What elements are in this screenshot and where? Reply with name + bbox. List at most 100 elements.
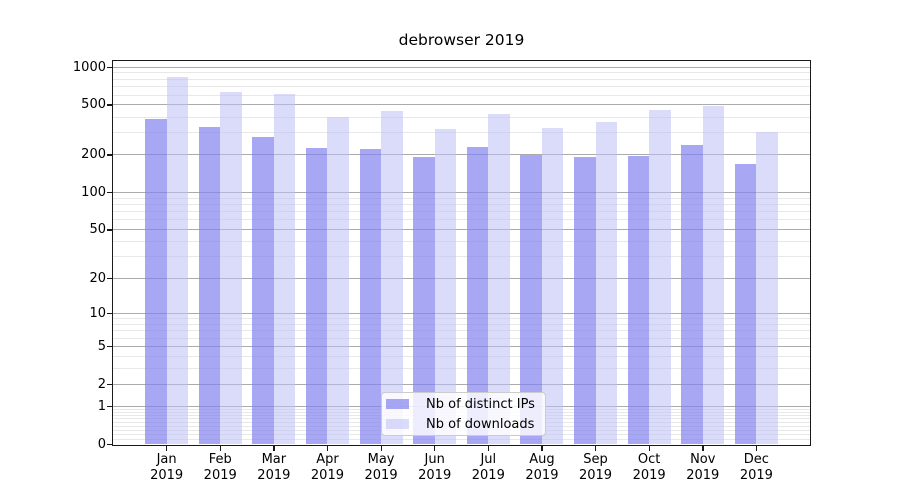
bar-distinct-ips-apr: [306, 147, 328, 445]
legend-swatch-distinct-ips: [386, 399, 409, 409]
gridline-minor: [113, 78, 810, 80]
gridline-major: [113, 346, 810, 348]
bar-downloads-feb: [220, 92, 242, 445]
plot-area: [112, 59, 811, 446]
gridline-minor: [113, 132, 810, 134]
x-tick: [487, 445, 490, 451]
bar-downloads-apr: [327, 117, 349, 445]
bar-distinct-ips-jun: [413, 157, 435, 445]
bar-distinct-ips-may: [359, 149, 382, 445]
y-tick: [107, 66, 112, 68]
gridline-major: [113, 191, 810, 193]
gridline-minor: [113, 241, 810, 243]
y-tick-label: 1000: [72, 59, 106, 75]
gridline-minor: [113, 368, 810, 370]
y-tick: [107, 104, 112, 106]
x-tick: [380, 445, 382, 451]
bar-distinct-ips-aug: [520, 155, 542, 445]
x-tick: [326, 445, 329, 451]
bar-distinct-ips-oct: [627, 156, 650, 445]
legend: Nb of distinct IPs Nb of downloads: [381, 392, 546, 436]
y-tick: [107, 229, 112, 231]
x-tick-label: Dec 2019: [739, 452, 773, 483]
gridline-minor: [113, 203, 810, 205]
x-tick: [648, 445, 650, 451]
bar-distinct-ips-sep: [574, 156, 596, 445]
y-tick: [107, 406, 112, 408]
x-tick-label: May 2019: [364, 452, 398, 483]
bar-distinct-ips-jan: [145, 118, 167, 445]
y-tick: [107, 154, 112, 156]
x-tick-label: Sep 2019: [578, 452, 613, 483]
bar-distinct-ips-mar: [252, 136, 274, 445]
legend-item-distinct-ips: Nb of distinct IPs: [386, 395, 545, 413]
gridline-minor: [113, 94, 810, 96]
bar-downloads-dec: [756, 132, 778, 445]
y-tick-label: 1: [97, 399, 106, 415]
bar-distinct-ips-nov: [681, 144, 703, 445]
gridline-major: [113, 104, 810, 106]
legend-label-downloads: Nb of downloads: [426, 416, 535, 432]
x-tick: [166, 445, 168, 451]
gridline-minor: [113, 356, 810, 358]
gridline-major: [113, 229, 810, 231]
x-tick: [434, 445, 436, 451]
gridline-minor: [113, 438, 810, 440]
bar-downloads-jan: [166, 77, 189, 445]
y-tick: [107, 191, 112, 194]
legend-swatch-downloads: [386, 419, 409, 429]
gridline-minor: [113, 211, 810, 213]
x-tick-label: Oct 2019: [632, 452, 666, 483]
x-tick-label: Aug 2019: [525, 452, 559, 483]
chart-title: debrowser 2019: [398, 31, 525, 49]
x-tick-label: Jan 2019: [150, 452, 184, 483]
gridline-minor: [113, 318, 810, 320]
y-tick-label: 200: [81, 147, 106, 163]
x-tick-label: Feb 2019: [203, 452, 237, 483]
x-tick-label: Nov 2019: [686, 452, 720, 483]
bar-distinct-ips-jul: [466, 146, 489, 445]
gridline-major: [113, 277, 810, 279]
y-tick-label: 500: [81, 97, 106, 113]
y-tick: [107, 444, 112, 446]
y-tick: [107, 346, 112, 348]
gridline-minor: [113, 197, 810, 199]
bar-downloads-may: [381, 110, 403, 445]
y-tick-label: 5: [97, 339, 106, 355]
legend-label-distinct-ips: Nb of distinct IPs: [426, 396, 535, 412]
bar-distinct-ips-dec: [734, 164, 757, 445]
gridline-minor: [113, 72, 810, 74]
bar-downloads-sep: [595, 122, 617, 445]
bar-downloads-jun: [434, 129, 457, 445]
x-tick: [219, 445, 222, 451]
y-tick-label: 50: [89, 222, 106, 238]
gridline-major: [113, 313, 810, 315]
gridline-minor: [113, 86, 810, 88]
gridline-minor: [113, 323, 810, 325]
y-tick-label: 20: [89, 270, 106, 286]
x-tick-label: Mar 2019: [257, 452, 291, 483]
x-tick-label: Jul 2019: [471, 452, 505, 483]
x-tick: [273, 445, 275, 451]
bar-downloads-mar: [273, 93, 296, 445]
gridline-minor: [113, 219, 810, 221]
legend-item-downloads: Nb of downloads: [386, 415, 545, 433]
gridline-minor: [113, 330, 810, 332]
bar-downloads-aug: [541, 128, 564, 445]
x-tick-label: Jun 2019: [418, 452, 452, 483]
y-tick-label: 10: [89, 306, 106, 322]
x-tick: [755, 445, 758, 451]
y-tick-label: 2: [97, 376, 106, 392]
x-tick: [541, 445, 543, 451]
gridline-minor: [113, 116, 810, 118]
bar-downloads-jul: [488, 114, 510, 445]
gridline-major: [113, 154, 810, 156]
x-tick: [595, 445, 597, 451]
bar-distinct-ips-feb: [198, 126, 221, 445]
gridline-major: [113, 383, 810, 385]
gridline-minor: [113, 256, 810, 258]
bar-downloads-nov: [702, 106, 725, 445]
gridline-minor: [113, 337, 810, 339]
x-tick: [702, 445, 704, 451]
